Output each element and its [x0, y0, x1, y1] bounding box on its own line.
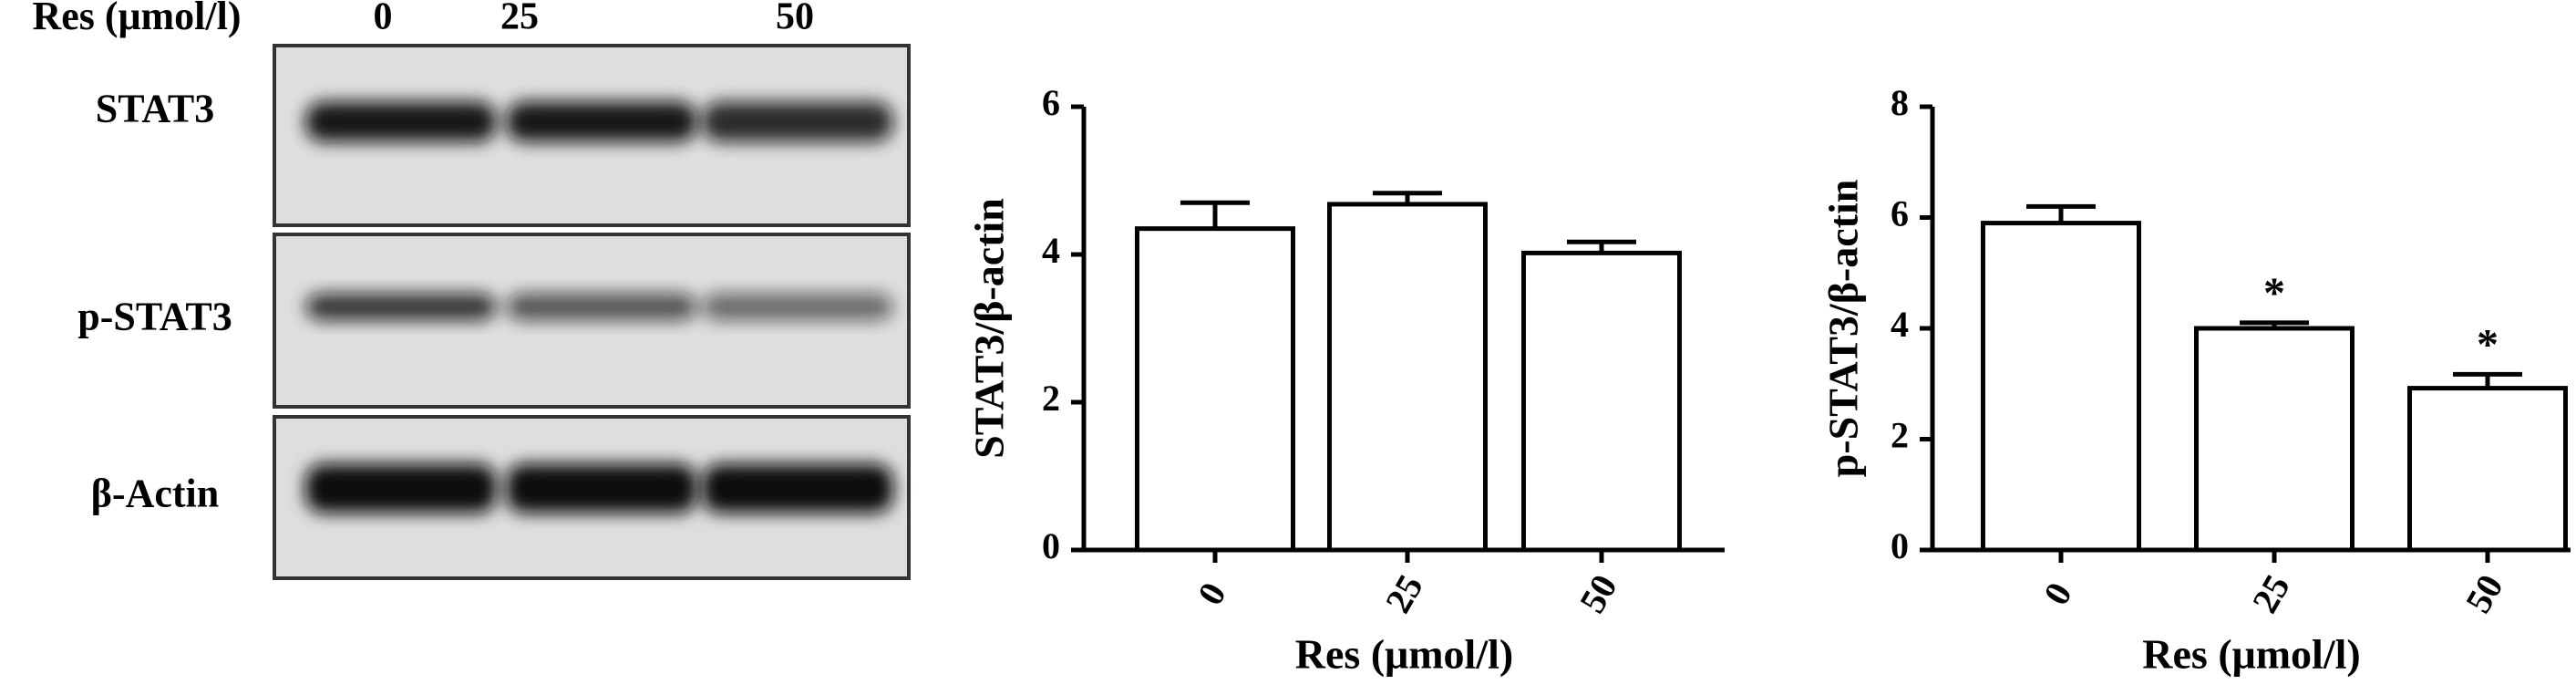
blot-band	[506, 101, 697, 142]
blot-band	[506, 463, 697, 513]
y-axis-label: STAT3/β-actin	[966, 198, 1013, 459]
x-axis-label: Res (μmol/l)	[1295, 631, 1513, 678]
blot-band	[702, 101, 893, 142]
lane-label: 50	[776, 0, 814, 38]
x-tick-label: 25	[2244, 567, 2298, 619]
bar	[1981, 221, 2141, 553]
y-tick-label: 8	[1891, 82, 1909, 123]
y-tick-label: 2	[1891, 415, 1909, 456]
bar	[1327, 202, 1488, 553]
y-tick-label: 6	[1042, 82, 1060, 123]
bar	[1521, 250, 1682, 553]
x-tick-label: 0	[1190, 576, 1234, 612]
blot-band	[305, 463, 497, 513]
blot-band	[702, 463, 893, 513]
blot-band	[702, 293, 893, 321]
x-axis-label: Res (μmol/l)	[2142, 631, 2360, 678]
bar	[1135, 226, 1295, 553]
lane-label: 0	[374, 0, 393, 38]
y-tick-label: 6	[1891, 193, 1909, 234]
row-label: β-Actin	[91, 472, 220, 516]
row-label: p-STAT3	[77, 295, 232, 339]
bar	[2194, 326, 2354, 553]
x-tick-label: 50	[1571, 567, 1625, 619]
significance-mark: *	[2263, 269, 2285, 317]
significance-mark: *	[2477, 320, 2499, 368]
y-axis-label: p-STAT3/β-actin	[1820, 180, 1867, 478]
x-tick-label: 25	[1377, 567, 1431, 619]
y-tick-label: 4	[1042, 230, 1060, 271]
bar	[2407, 386, 2568, 553]
lane-label: 25	[500, 0, 539, 38]
blot-band	[305, 293, 497, 321]
blot-band	[305, 101, 497, 142]
x-tick-label: 50	[2458, 567, 2511, 619]
blot-header: Res (μmol/l)	[32, 0, 241, 38]
y-tick-label: 0	[1042, 525, 1060, 566]
y-tick-label: 4	[1891, 304, 1909, 345]
row-label: STAT3	[96, 87, 214, 131]
y-tick-label: 0	[1891, 525, 1909, 566]
blot-band	[506, 293, 697, 321]
y-tick-label: 2	[1042, 378, 1060, 419]
x-tick-label: 0	[2035, 576, 2080, 612]
